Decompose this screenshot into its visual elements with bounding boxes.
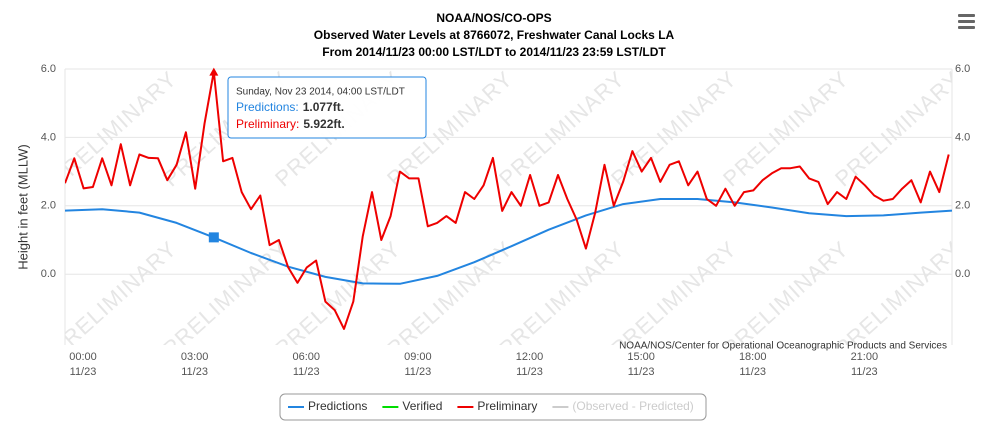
y-tick-label: 2.0 (41, 200, 56, 212)
x-tick-label: 21:00 (851, 351, 879, 363)
y2-tick-label: 6.0 (955, 63, 970, 75)
y2-tick-label: 0.0 (955, 268, 970, 280)
menu-bar[interactable] (958, 14, 975, 17)
menu-button[interactable] (958, 14, 975, 29)
x-tick-label: 09:00 (404, 351, 432, 363)
x-tick-sublabel: 11/23 (516, 366, 543, 378)
x-tick-sublabel: 11/23 (181, 366, 208, 378)
x-tick-sublabel: 11/23 (628, 366, 655, 378)
legend-label[interactable]: Verified (402, 399, 442, 413)
series-line (65, 70, 950, 330)
x-tick-label: 00:00 (69, 351, 97, 363)
x-tick-sublabel: 11/23 (70, 366, 97, 378)
legend-label[interactable]: (Observed - Predicted) (572, 399, 693, 413)
marker-layer (208, 67, 219, 243)
x-tick-label: 18:00 (739, 351, 767, 363)
legend-label[interactable]: Predictions (308, 399, 367, 413)
tooltip: Sunday, Nov 23 2014, 04:00 LST/LDT Predi… (227, 76, 427, 139)
y-tick-label: 4.0 (41, 131, 56, 143)
legend-item[interactable]: Predictions (288, 399, 367, 413)
legend: Predictions Verified Preliminary (Observed … (279, 393, 707, 421)
legend-box (279, 393, 707, 421)
y-tick-label: 0.0 (41, 268, 56, 280)
tooltip-title: Sunday, Nov 23 2014, 04:00 LST/LDT (236, 87, 405, 98)
x-tick-label: 03:00 (181, 351, 209, 363)
y-tick-label: 6.0 (41, 63, 56, 75)
hover-marker (209, 67, 219, 76)
chart-title: NOAA/NOS/CO-OPS (436, 11, 551, 25)
menu-bar[interactable] (958, 20, 975, 23)
x-tick-label: 06:00 (292, 351, 320, 363)
hover-marker (208, 232, 219, 243)
grid: 0.0 0.0 2.0 2.0 4.0 4.0 6.0 6.0 00:00 11/23 03:00 1… (41, 63, 971, 378)
tooltip-value: 1.077ft. (303, 100, 344, 114)
y2-tick-label: 4.0 (955, 131, 970, 143)
tooltip-box (227, 76, 427, 139)
y2-tick-label: 2.0 (955, 200, 970, 212)
chart-subtitle: Observed Water Levels at 8766072, Freshw… (314, 28, 675, 42)
legend-label[interactable]: Preliminary (477, 399, 537, 413)
legend-item[interactable]: Verified (382, 399, 442, 413)
y-axis-label: Height in feet (MLLW) (15, 144, 30, 269)
legend-item[interactable]: (Observed - Predicted) (552, 399, 694, 413)
x-tick-label: 12:00 (516, 351, 544, 363)
tooltip-series-name: Preliminary: (236, 117, 299, 131)
tooltip-series-name: Predictions: (236, 100, 299, 114)
x-tick-sublabel: 11/23 (851, 366, 878, 378)
tooltip-value: 5.922ft. (303, 117, 344, 131)
x-tick-sublabel: 11/23 (739, 366, 766, 378)
menu-bar[interactable] (958, 26, 975, 29)
x-tick-label: 15:00 (627, 351, 655, 363)
x-tick-sublabel: 11/23 (293, 366, 320, 378)
credit: NOAA/NOS/Center for Operational Oceanogr… (619, 341, 947, 352)
chart-subtitle: From 2014/11/23 00:00 LST/LDT to 2014/11… (322, 45, 666, 59)
legend-item[interactable]: Preliminary (457, 399, 537, 413)
x-tick-sublabel: 11/23 (404, 366, 431, 378)
